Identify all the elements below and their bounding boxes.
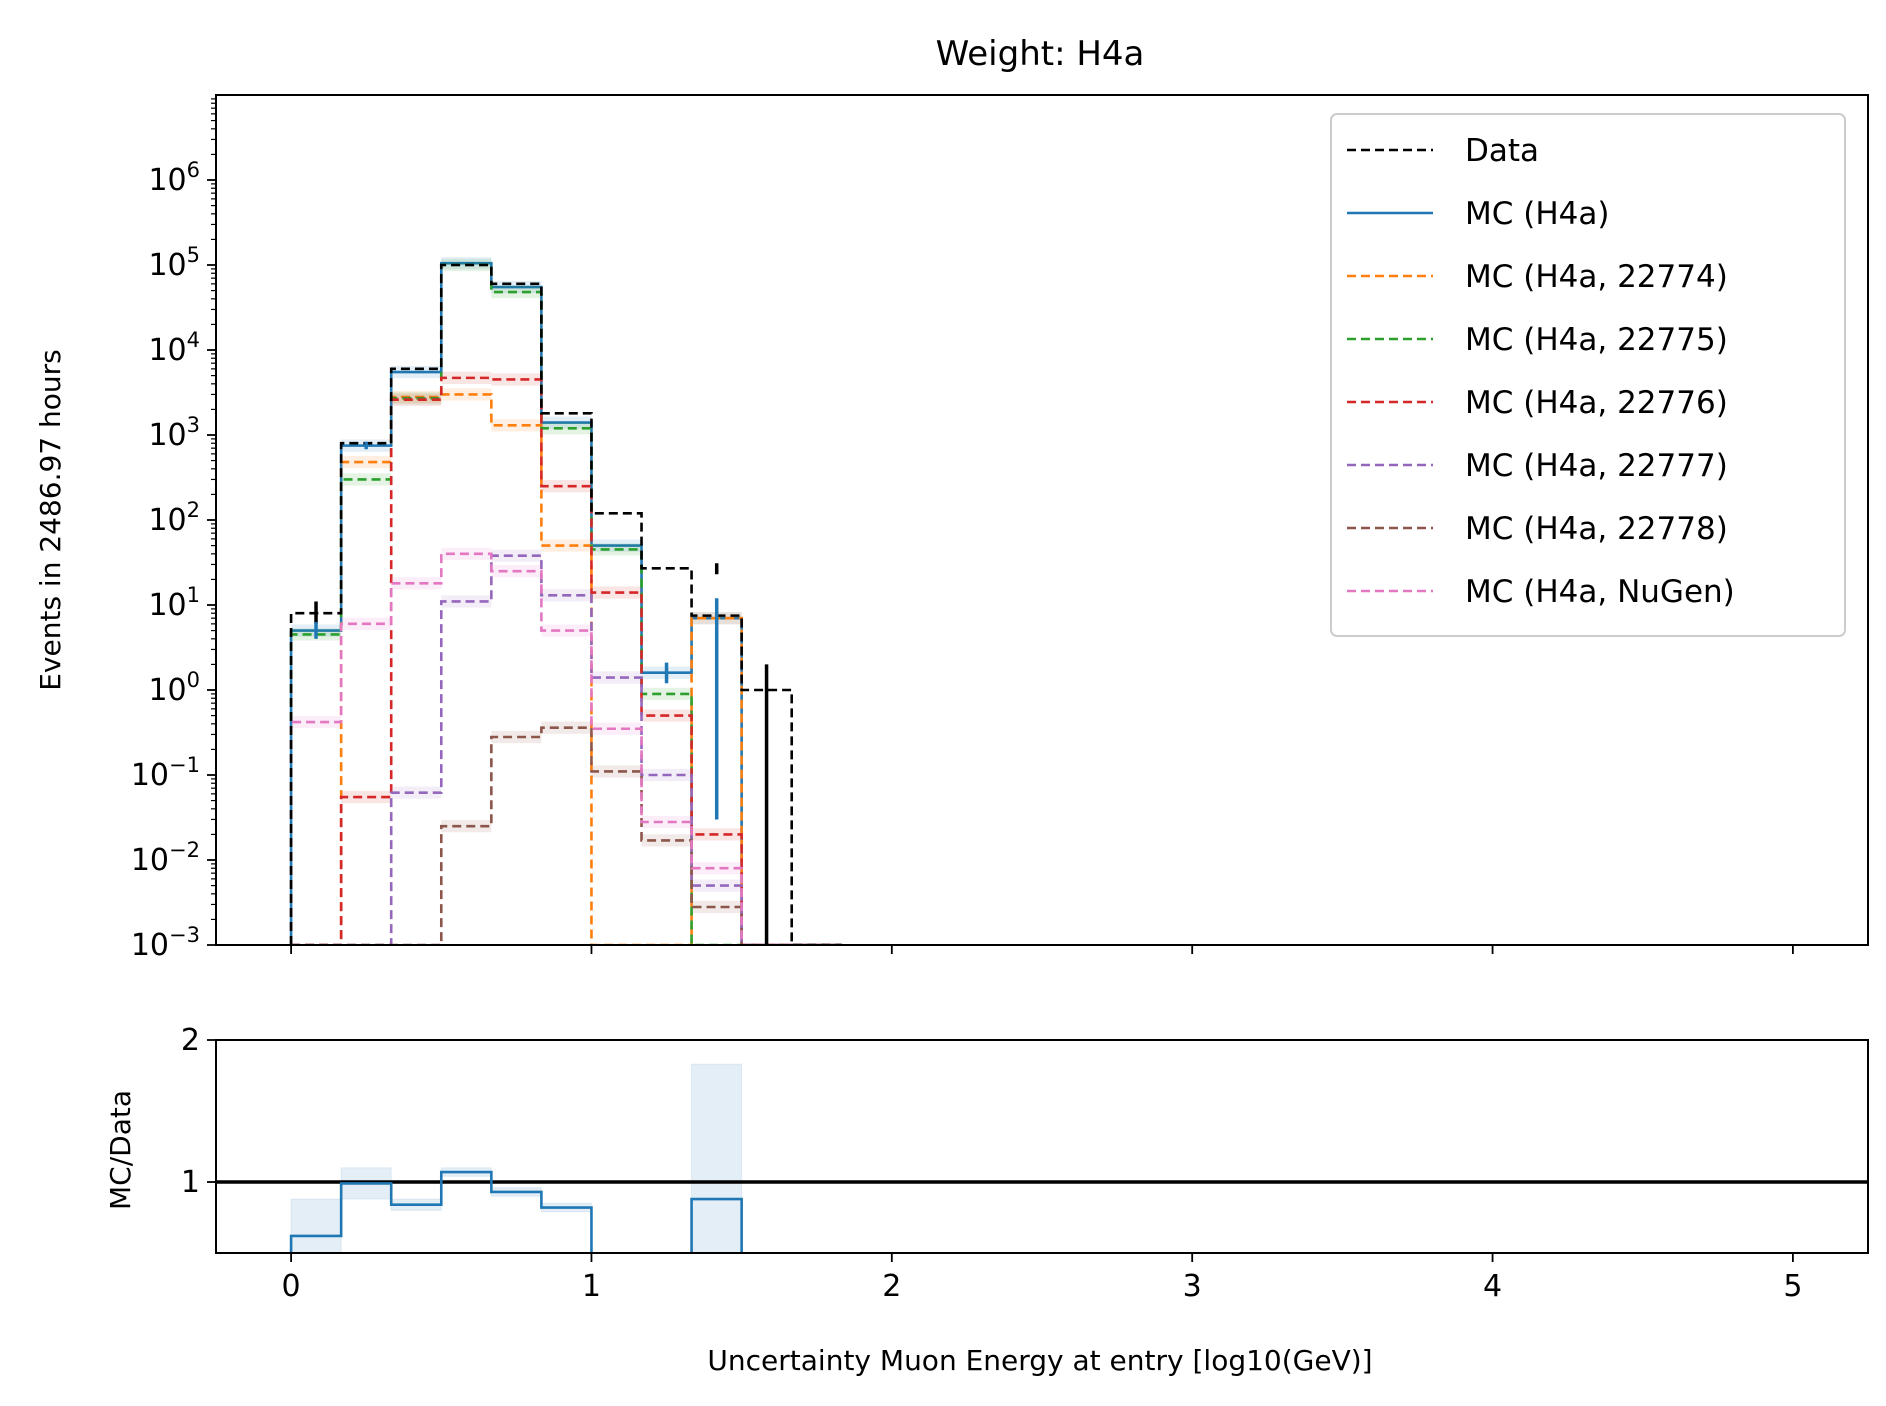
y-tick-label: 105 (148, 243, 200, 283)
series-line-data (289, 263, 842, 945)
ratio-band (691, 1063, 743, 1253)
band-mc-h4a-nugen (641, 815, 692, 829)
band-mc-h4a-nugen (391, 577, 442, 590)
x-axis-label: Uncertainty Muon Energy at entry [log10(… (707, 1344, 1372, 1377)
ratio-plot-axes: 1 2 0 1 2 3 4 5 (181, 1023, 1869, 1304)
band-mc-h4a-22778 (691, 900, 742, 914)
main-plot-axes: 106 105 104 103 102 101 100 10−1 10−2 10−3 (131, 94, 1869, 963)
y-tick-label: 10−1 (131, 753, 200, 793)
series-line-mc-h4a-22776 (291, 376, 842, 945)
y-tick-label: 100 (148, 668, 200, 708)
x-tick-label: 1 (582, 1269, 601, 1304)
y-tick-label: 104 (148, 328, 200, 368)
band-mc-h4a-22774 (341, 455, 392, 469)
legend-label: MC (H4a) (1465, 196, 1609, 232)
chart-title: Weight: H4a (936, 34, 1145, 74)
band-mc-h4a-22775 (391, 392, 442, 405)
band-mc-h4a-22776 (491, 373, 542, 386)
legend-label: MC (H4a, 22777) (1465, 448, 1728, 484)
band-mc-h4a-22776 (541, 480, 592, 493)
legend: Data MC (H4a) MC (H4a, 22774) MC (H4a, 2277… (1330, 113, 1846, 637)
y-tick-label: 101 (148, 583, 200, 623)
legend-label: MC (H4a, NuGen) (1465, 574, 1735, 610)
series-line-mc-h4a-22777 (291, 554, 842, 945)
band-mc-h4a-22777 (391, 786, 442, 799)
band-mc-h4a-22774 (441, 388, 492, 401)
main-plot-marks (289, 257, 842, 945)
band-mc-h4a-22777 (491, 549, 542, 562)
series-line-mc-h4a-22775 (289, 263, 842, 945)
band-mc-h4a-22778 (491, 730, 542, 744)
ratio-band (290, 1198, 342, 1253)
band-mc-h4a-22774 (541, 539, 592, 552)
x-tick-label: 2 (882, 1269, 901, 1304)
y-axis-label: Events in 2486.97 hours (34, 349, 67, 691)
band-mc-h4a-22776 (341, 790, 392, 804)
ratio-frame (215, 1039, 1869, 1254)
y-tick-label: 106 (148, 158, 200, 198)
series-line-mc-h4a-22778 (291, 726, 842, 945)
legend-label: MC (H4a, 22778) (1465, 511, 1728, 547)
ratio-line (289, 1170, 743, 1253)
band-mc-h4a-nugen (691, 862, 742, 875)
x-tick-label: 5 (1783, 1269, 1802, 1304)
legend-label: MC (H4a, 22774) (1465, 259, 1728, 295)
ratio-y-tick-label: 2 (181, 1023, 200, 1058)
series-line-mc-h4a-nugen (289, 552, 842, 945)
ratio-y-axis-label: MC/Data (104, 1090, 137, 1210)
band-mc-h4a-22775 (541, 422, 592, 435)
ratio-y-tick-label: 1 (181, 1165, 200, 1200)
band-mc-h4a-22777 (591, 671, 642, 684)
y-tick-label: 102 (148, 498, 200, 538)
band-mc-h4a-22777 (691, 879, 742, 892)
x-tick-label: 3 (1183, 1269, 1202, 1304)
legend-label: Data (1465, 133, 1539, 169)
legend-box (1330, 113, 1846, 637)
y-tick-label: 10−2 (131, 838, 200, 878)
y-tick-label: 10−3 (131, 923, 200, 963)
x-tick-label: 4 (1483, 1269, 1502, 1304)
series-line-mc-h4a (289, 261, 842, 945)
band-mc-h4a-22778 (591, 765, 642, 778)
y-tick-label: 103 (148, 413, 200, 453)
legend-label: MC (H4a, 22775) (1465, 322, 1728, 358)
legend-label: MC (H4a, 22776) (1465, 385, 1728, 421)
band-mc-h4a-nugen (291, 715, 342, 729)
band-mc-h4a-nugen (591, 722, 642, 735)
ratio-plot-marks (216, 1063, 1868, 1253)
x-tick-label: 0 (282, 1269, 301, 1304)
band-mc-h4a-22776 (391, 393, 442, 406)
